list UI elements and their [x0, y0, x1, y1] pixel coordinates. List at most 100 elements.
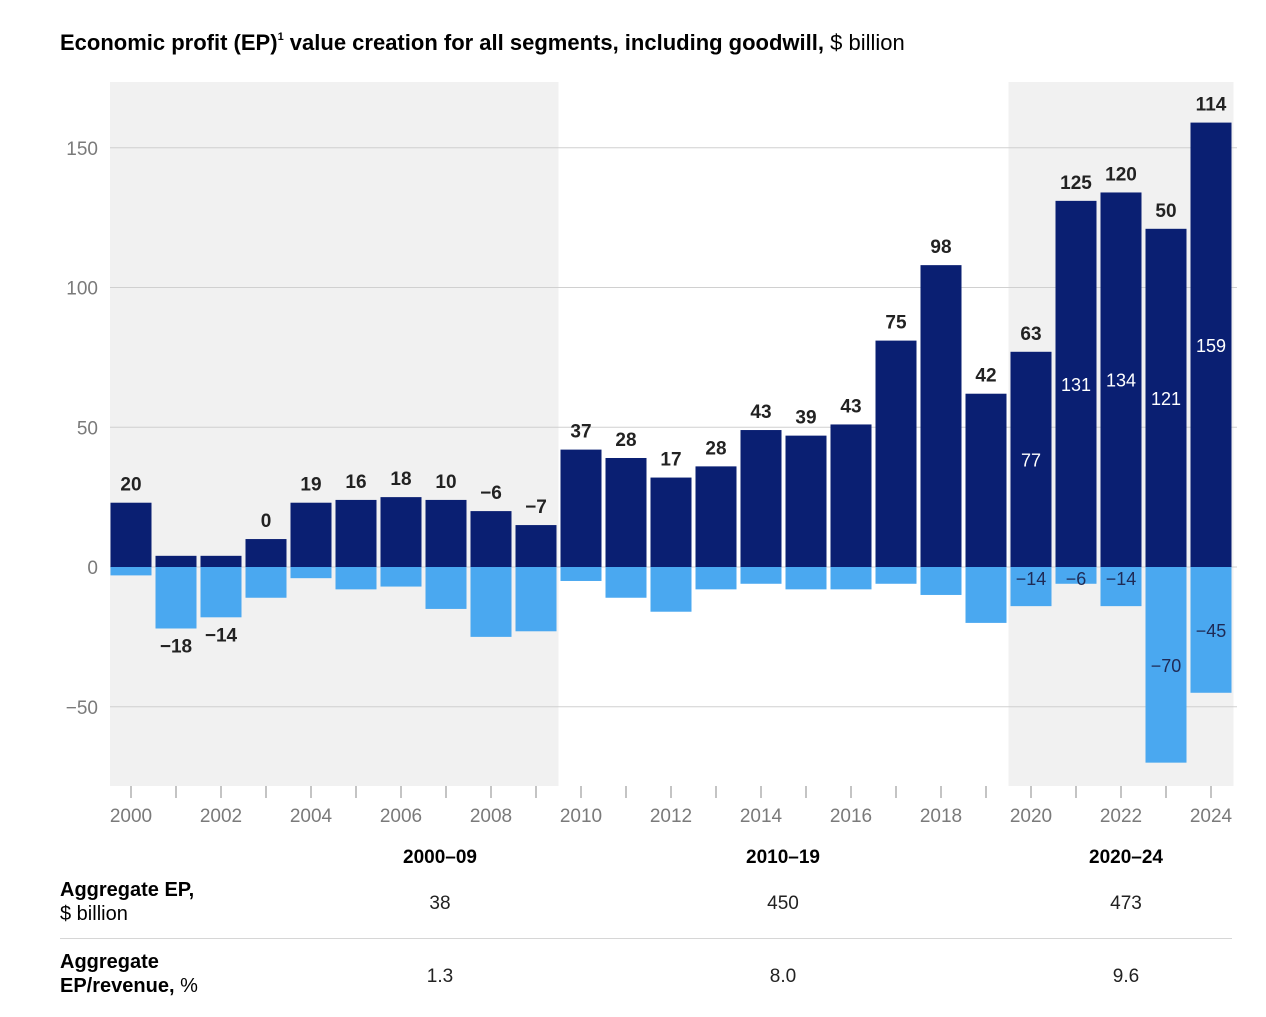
net-value-label: 19 — [300, 475, 321, 496]
row-label-ep-revenue-bold-2: EP/revenue, — [60, 975, 175, 997]
title-unit: $ billion — [824, 30, 905, 55]
y-tick-label: 0 — [87, 558, 98, 579]
bar-positive-2001 — [155, 555, 197, 567]
bar-negative-2017 — [875, 567, 917, 584]
bar-positive-2012 — [650, 477, 692, 567]
title-footnote: 1 — [277, 31, 284, 43]
bar-negative-2022 — [1100, 567, 1142, 607]
cell-ratio-2020s: 9.6 — [1112, 966, 1140, 987]
bar-negative-2013 — [695, 567, 737, 590]
bar-positive-2003 — [245, 539, 287, 567]
net-value-label: 28 — [705, 438, 726, 459]
net-value-label: 10 — [435, 472, 456, 493]
bar-negative-2012 — [650, 567, 692, 612]
bar-negative-2003 — [245, 567, 287, 598]
bar-positive-2002 — [200, 555, 242, 567]
bar-positive-2010 — [560, 449, 602, 567]
bar-positive-2021 — [1055, 200, 1097, 568]
inner-positive-label: 134 — [1106, 371, 1136, 391]
bar-positive-2004 — [290, 502, 332, 567]
bar-negative-2006 — [380, 567, 422, 587]
bar-negative-2014 — [740, 567, 782, 584]
net-value-label: 16 — [345, 472, 366, 493]
bar-positive-2013 — [695, 466, 737, 567]
period-shade-0 — [110, 82, 559, 786]
net-value-label: 120 — [1105, 164, 1137, 185]
bar-positive-2014 — [740, 430, 782, 567]
net-value-label: 125 — [1060, 173, 1092, 194]
period-header-2000s: 2000–09 — [403, 847, 477, 868]
net-value-label: 43 — [840, 396, 861, 417]
inner-negative-label: −70 — [1151, 656, 1182, 676]
bar-negative-2004 — [290, 567, 332, 579]
cell-ep-2010s: 450 — [767, 893, 799, 914]
net-value-label: 18 — [390, 469, 411, 490]
y-tick-label: 50 — [77, 418, 98, 439]
row-label-aggregate-ep-bold: Aggregate EP, — [60, 879, 195, 901]
bar-negative-2009 — [515, 567, 557, 632]
bar-positive-2018 — [920, 265, 962, 567]
net-value-label: 0 — [261, 511, 272, 532]
net-value-label: 114 — [1196, 95, 1227, 116]
bar-negative-2002 — [200, 567, 242, 618]
net-value-label: −14 — [205, 625, 238, 646]
x-tick-label: 2000 — [110, 806, 152, 827]
bar-negative-2019 — [965, 567, 1007, 623]
bar-positive-2005 — [335, 499, 377, 567]
x-tick-label: 2008 — [470, 806, 512, 827]
cell-ep-2000s: 38 — [429, 893, 451, 914]
ep-bar-chart: 150 100 50 0 −50 20 −18 −14 0 19 16 18 10 −6 −7 37 28 17 2… — [66, 82, 1237, 827]
bar-positive-2011 — [605, 457, 647, 567]
x-tick-label: 2020 — [1010, 806, 1052, 827]
bar-positive-2024 — [1190, 122, 1232, 567]
cell-ratio-2000s: 1.3 — [426, 966, 454, 987]
net-value-label: −6 — [480, 483, 502, 504]
bar-negative-2011 — [605, 567, 647, 598]
y-tick-label: −50 — [66, 698, 98, 719]
bar-negative-2016 — [830, 567, 872, 590]
period-header-2020s: 2020–24 — [1089, 847, 1163, 868]
bar-positive-2022 — [1100, 192, 1142, 567]
row-label-aggregate-ep-unit: $ billion — [60, 903, 128, 925]
inner-negative-label: −14 — [1016, 569, 1047, 589]
period-header-2010s: 2010–19 — [746, 847, 820, 868]
cell-ratio-2010s: 8.0 — [769, 966, 797, 987]
bar-negative-2005 — [335, 567, 377, 590]
net-value-label: 63 — [1020, 324, 1041, 345]
inner-positive-label: 77 — [1021, 450, 1041, 470]
net-value-label: 42 — [975, 366, 996, 387]
title-rest: value creation for all segments, includi… — [283, 30, 824, 55]
net-value-label: 39 — [795, 408, 816, 429]
inner-positive-label: 159 — [1196, 336, 1226, 356]
bar-positive-2016 — [830, 424, 872, 567]
y-tick-label: 100 — [66, 279, 98, 300]
title-main: Economic profit (EP) — [60, 30, 278, 55]
net-value-label: 17 — [660, 450, 681, 471]
bar-negative-2020 — [1010, 567, 1052, 607]
x-tick-label: 2002 — [200, 806, 242, 827]
row-label-ep-revenue: Aggregate EP/revenue, % — [60, 950, 198, 998]
net-value-label: −18 — [160, 636, 192, 657]
bar-negative-2018 — [920, 567, 962, 595]
net-value-label: 28 — [615, 430, 636, 451]
net-value-label: 75 — [885, 313, 907, 334]
bar-negative-2000 — [110, 567, 152, 576]
bar-positive-2006 — [380, 497, 422, 567]
net-value-label: 43 — [750, 402, 771, 423]
bar-negative-2023 — [1145, 567, 1187, 763]
cell-ep-2020s: 473 — [1110, 893, 1142, 914]
inner-negative-label: −14 — [1106, 569, 1137, 589]
net-value-label: 50 — [1155, 201, 1176, 222]
bar-negative-2008 — [470, 567, 512, 637]
x-tick-label: 2024 — [1190, 806, 1233, 827]
inner-positive-label: 121 — [1151, 389, 1181, 409]
net-value-label: 20 — [120, 475, 141, 496]
x-tick-label: 2018 — [920, 806, 962, 827]
x-tick-label: 2016 — [830, 806, 872, 827]
bar-positive-2017 — [875, 340, 917, 567]
row-label-ep-revenue-unit: % — [174, 975, 198, 997]
row-label-aggregate-ep: Aggregate EP, $ billion — [60, 878, 194, 926]
inner-negative-label: −6 — [1066, 569, 1087, 589]
row-label-ep-revenue-bold-1: Aggregate — [60, 951, 159, 973]
bar-positive-2015 — [785, 435, 827, 567]
